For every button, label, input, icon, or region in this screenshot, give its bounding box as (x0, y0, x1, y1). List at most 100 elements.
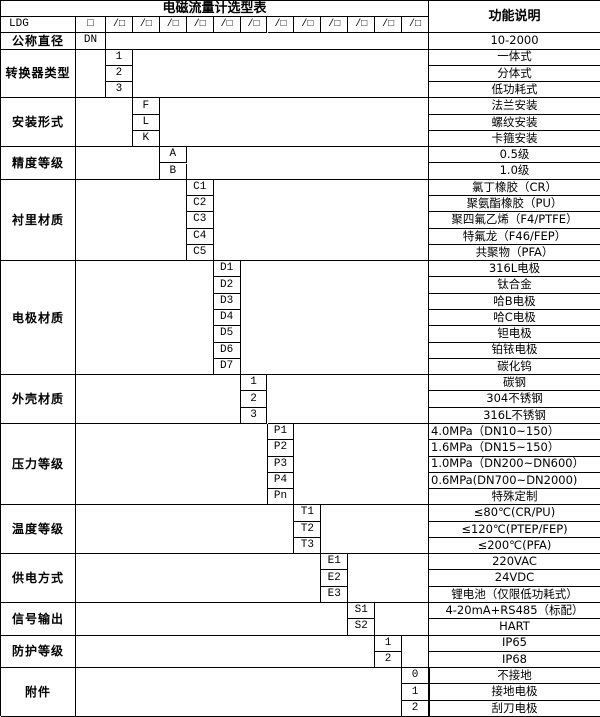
category-label: 温度等级 (1, 505, 76, 555)
code-cell: P3 (267, 456, 295, 473)
code-cell: 1 (106, 49, 133, 66)
code-cell: E1 (321, 554, 349, 571)
code-cell: 0 (402, 668, 429, 685)
spacer-cell (76, 668, 403, 717)
model-code-slot: /□ (402, 17, 429, 34)
spacer-cell (76, 49, 106, 99)
model-code-slot: /□ (132, 17, 160, 34)
desc-cell: 接地电极 (429, 684, 600, 701)
category-label: 安装形式 (1, 98, 76, 148)
desc-cell: 一体式 (429, 49, 600, 66)
spacer-cell (76, 554, 322, 604)
desc-cell: 24VDC (429, 570, 600, 587)
desc-cell: 卡箍安装 (429, 130, 600, 148)
desc-cell: ≤80℃(CR/PU) (429, 505, 600, 522)
spacer-cell (76, 423, 268, 506)
desc-cell: 不接地 (429, 668, 600, 685)
code-cell: Pn (267, 489, 295, 506)
category-label: 防护等级 (1, 635, 76, 669)
code-cell: 1 (240, 375, 268, 392)
code-cell: D6 (213, 342, 241, 359)
desc-cell: 法兰安装 (429, 98, 600, 115)
desc-cell: 锂电池（仅限低功耗式） (429, 586, 600, 604)
code-cell: T3 (294, 537, 322, 555)
desc-cell: 钛合金 (429, 277, 600, 294)
category-label: 供电方式 (1, 554, 76, 604)
model-prefix: LDG (1, 17, 76, 34)
code-cell: S2 (348, 619, 376, 636)
category-label: 衬里材质 (1, 179, 76, 262)
desc-cell: 316L电极 (429, 261, 600, 278)
model-code-slot: /□ (375, 17, 403, 34)
desc-cell: 220VAC (429, 554, 600, 571)
desc-cell: 低功耗式 (429, 82, 600, 99)
model-code-slot: /□ (213, 17, 241, 34)
spacer-cell (106, 33, 429, 50)
code-cell: T2 (294, 521, 322, 538)
spacer-cell (76, 375, 241, 424)
desc-cell: 共聚物（PFA） (429, 244, 600, 262)
code-cell: C4 (186, 228, 214, 245)
category-label: 电极材质 (1, 261, 76, 376)
category-label: 精度等级 (1, 147, 76, 180)
desc-cell: 铂铱电极 (429, 342, 600, 359)
desc-cell: ≤200℃(PFA) (429, 537, 600, 555)
code-cell: C1 (186, 179, 214, 197)
spacer-cell (321, 505, 429, 555)
desc-cell: 哈C电极 (429, 310, 600, 327)
code-cell: S1 (348, 603, 376, 620)
model-code-slot: /□ (294, 17, 322, 34)
code-cell: L (132, 114, 160, 131)
code-cell: C3 (186, 212, 214, 229)
desc-cell: 0.6MPa(DN700~DN2000) (429, 472, 600, 490)
code-cell: C5 (186, 244, 214, 262)
code-cell: D1 (213, 261, 241, 278)
code-cell: 2 (402, 700, 429, 717)
desc-cell: 聚四氟乙烯（F4/PTFE） (429, 212, 600, 229)
category-label: 公称直径 (1, 33, 76, 50)
desc-cell: IP68 (429, 651, 600, 669)
desc-cell: 分体式 (429, 65, 600, 83)
model-box-slot: □ (76, 17, 106, 34)
desc-cell: 聚氨酯橡胶（PU） (429, 196, 600, 213)
code-cell: P2 (267, 440, 295, 457)
spacer-cell (294, 423, 429, 506)
code-cell: E3 (321, 586, 349, 604)
spacer-cell (76, 505, 295, 555)
code-cell: D3 (213, 293, 241, 310)
spacer-cell (76, 179, 187, 262)
category-label: 附件 (1, 668, 76, 717)
desc-cell: 4-20mA+RS485（标配） (429, 603, 600, 620)
spacer-cell (348, 554, 429, 604)
model-code-slot: /□ (240, 17, 268, 34)
code-cell: 3 (106, 82, 133, 99)
desc-cell: 304不锈钢 (429, 391, 600, 408)
desc-cell: 螺纹安装 (429, 114, 600, 131)
desc-cell: 1.0MPa（DN200~DN600） (429, 456, 600, 473)
code-cell: C2 (186, 196, 214, 213)
model-code-slot: /□ (186, 17, 214, 34)
code-cell: 2 (106, 65, 133, 83)
category-label: 压力等级 (1, 423, 76, 506)
model-code-slot: /□ (267, 17, 295, 34)
desc-cell: 钽电极 (429, 326, 600, 343)
code-cell: T1 (294, 505, 322, 522)
code-cell: P1 (267, 423, 295, 441)
spacer-cell (76, 603, 349, 636)
desc-cell: 316L不锈钢 (429, 407, 600, 424)
spacer-cell (132, 49, 429, 99)
model-code-slot: /□ (348, 17, 376, 34)
desc-cell: 1.0级 (429, 163, 600, 180)
desc-cell: IP65 (429, 635, 600, 652)
spacer-cell (159, 98, 429, 148)
desc-cell: 特殊定制 (429, 489, 600, 506)
spacer-cell (402, 635, 429, 669)
desc-header: 功能说明 (429, 1, 600, 34)
model-code-slot: /□ (321, 17, 349, 34)
spacer-cell (429, 668, 430, 717)
code-cell: F (132, 98, 160, 115)
category-label: 转换器类型 (1, 49, 76, 99)
spacer-cell (76, 147, 160, 180)
code-cell: D5 (213, 326, 241, 343)
